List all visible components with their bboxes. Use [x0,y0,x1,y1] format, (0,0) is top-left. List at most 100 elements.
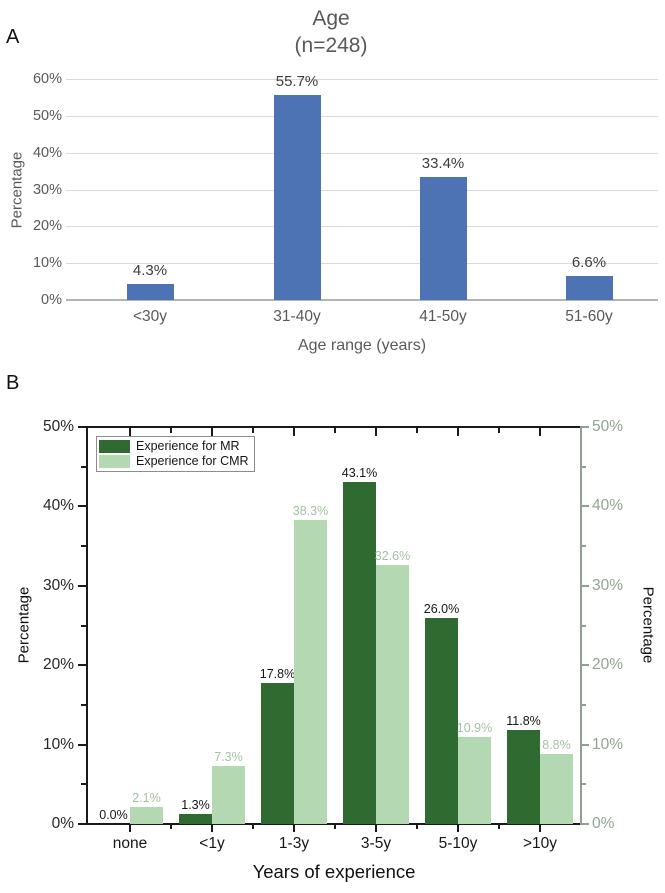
chart-b-bar-mr-1-3y [261,682,294,824]
chart-b-right-major-tick [582,505,589,508]
chart-b-top-major-tick [375,428,377,436]
legend-label-cmr: Experience for CMR [136,454,249,468]
chart-a-baseline [66,299,658,301]
chart-b-top-minor-tick [416,428,418,433]
chart-b-right-major-tick [582,426,589,428]
chart-b-bottom-minor-tick [416,825,418,829]
chart-b-category-label: 5-10y [438,835,478,852]
panel-b-label: B [6,372,20,394]
chart-b-bar-cmr-5-10y [458,737,491,824]
chart-b-bar-mr->10y [507,730,540,824]
chart-b-left-ytick-label: 0% [51,815,74,832]
chart-b-right-major-tick [582,584,589,587]
chart-b-right-major-tick [582,823,589,825]
chart-b-left-major-tick [78,584,86,587]
chart-b-top-minor-tick [252,428,254,433]
chart-a-gridline [66,115,658,117]
chart-a-gridline [66,79,658,80]
chart-b-left-major-tick [78,505,86,508]
chart-a-value-label: 6.6% [571,253,607,271]
chart-b-bottom-minor-tick [498,825,500,829]
chart-b-left-major-tick [78,743,86,746]
chart-a-title: Age (n=248) [295,5,368,59]
chart-a-gridline [66,263,658,265]
chart-b-value-label-cmr-1-3y: 38.3% [292,503,329,518]
chart-b-legend: Experience for MR Experience for CMR [96,436,255,472]
chart-b-left-ytick-label: 40% [42,497,74,515]
chart-b-value-label-mr-none: 0.0% [99,808,128,822]
chart-a-category-label: 51-60y [565,308,613,325]
chart-b-left-ytick-label: 50% [42,418,74,435]
chart-b-value-label-mr-1-3y: 17.8% [259,666,296,681]
chart-a-ytick-label: 50% [32,107,62,124]
chart-b-left-major-tick [78,823,86,825]
chart-a-value-label: 55.7% [275,72,319,90]
chart-b-right-minor-tick [582,545,586,548]
chart-b-bar-mr-3-5y [343,481,376,824]
chart-a-category-label: <30y [132,308,168,325]
chart-a-title-line1: Age [312,7,350,30]
panel-a-label: A [6,26,20,48]
chart-b-top-major-tick [539,428,541,436]
chart-b-bottom-major-tick [457,825,459,832]
chart-b-value-label-cmr-3-5y: 32.6% [374,549,411,564]
legend-swatch-cmr [99,455,130,468]
chart-b-top-major-tick [129,428,131,436]
chart-b-top-minor-tick [334,428,336,433]
chart-a-category-label: 41-50y [419,308,467,325]
chart-b-left-ytick-label: 30% [42,576,74,594]
chart-a-title-line2: (n=248) [294,34,368,57]
chart-b-value-label-mr->10y: 11.8% [506,714,541,729]
chart-a-value-label: 33.4% [421,154,465,172]
chart-b-bottom-minor-tick [170,825,172,829]
chart-b-bottom-minor-tick [334,825,336,829]
chart-b-right-ytick-label: 10% [592,735,624,753]
chart-b-left-minor-tick [81,545,86,548]
chart-b-bottom-major-tick [539,825,541,832]
chart-b-bottom-major-tick [211,825,213,832]
chart-b-top-major-tick [211,428,213,436]
chart-b-right-minor-tick [582,703,586,706]
chart-a-bar-41-50y [419,176,467,300]
chart-a-ytick-label: 40% [32,144,62,161]
chart-b-left-minor-tick [81,465,86,468]
legend-swatch-mr [99,440,130,453]
chart-a-bar-51-60y [565,275,613,300]
chart-b-right-ytick-label: 20% [592,656,624,674]
chart-b-bottom-minor-tick [252,825,254,829]
chart-b-left-major-tick [78,426,86,428]
chart-b-top-minor-tick [170,428,172,433]
chart-b-value-label-mr-<1y: 1.3% [181,797,210,812]
chart-b-left-minor-tick [81,783,86,786]
chart-b-bar-cmr-none [130,807,163,824]
chart-b-right-ytick-label: 30% [592,576,624,594]
legend-label-mr: Experience for MR [136,439,240,453]
chart-a-bar-31-40y [273,94,321,300]
chart-b-left-ytick-label: 10% [42,735,74,753]
chart-b-bar-cmr-1-3y [294,519,327,824]
chart-a-ytick-label: 10% [32,255,62,272]
chart-b-right-major-tick [582,664,589,667]
chart-b-top-major-tick [457,428,459,436]
chart-a-y-axis-title: Percentage [8,151,26,229]
chart-b-bar-cmr-<1y [212,766,245,824]
chart-b-top-spine [86,426,582,428]
chart-b-bottom-major-tick [129,825,131,832]
chart-b-bottom-major-tick [293,825,295,832]
chart-a-ytick-label: 60% [32,71,62,87]
chart-b-bottom-spine [86,823,582,825]
chart-b-category-label: none [112,835,148,852]
chart-b-category-label: 1-3y [278,835,310,852]
legend-item-cmr: Experience for CMR [99,454,249,469]
chart-b-left-major-tick [78,664,86,667]
chart-a-gridline [66,226,658,228]
chart-b-right-y-axis-title: Percentage [639,586,657,664]
chart-b-bar-mr-<1y [179,813,212,824]
chart-b-bottom-major-tick [375,825,377,832]
chart-b-right-major-tick [582,743,589,746]
chart-b-bar-mr-5-10y [425,617,458,824]
chart-b-value-label-mr-3-5y: 43.1% [341,465,378,480]
chart-b-left-y-axis-title: Percentage [15,586,33,664]
chart-b-left-spine [86,426,88,825]
